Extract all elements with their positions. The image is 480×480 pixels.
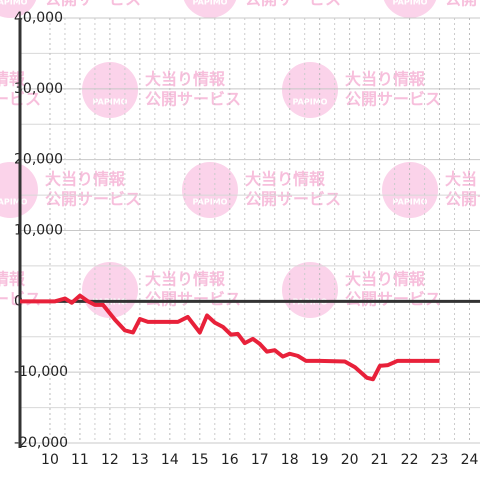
x-tick-label: 16 — [221, 452, 239, 468]
watermark-text: 公開サービス — [145, 90, 241, 109]
watermark-text: 大当り情報 — [0, 270, 26, 289]
x-tick-label: 14 — [161, 452, 179, 468]
watermark-text: 大当り情報 — [145, 70, 226, 89]
watermark-text: 公開サービス — [145, 290, 241, 309]
x-tick-label: 21 — [371, 452, 389, 468]
series-line — [20, 293, 440, 382]
watermark-brand: PAPIMO — [293, 98, 328, 107]
watermark-brand: PAPIMO — [93, 98, 128, 107]
x-tick-label: 19 — [311, 452, 329, 468]
x-tick-label: 11 — [71, 452, 89, 468]
plot-layer — [20, 293, 440, 382]
watermark-circle — [82, 62, 138, 118]
watermark-brand: PAPIMO — [393, 0, 428, 7]
y-tick-label: 10,000 — [14, 223, 63, 239]
watermark-text: 大当り情報 — [345, 70, 426, 89]
x-tick-label: 15 — [191, 452, 209, 468]
watermark-brand: PAPIMO — [0, 198, 28, 207]
y-tick-label: -20,000 — [14, 435, 68, 451]
watermark-text: 公開サービス — [445, 0, 480, 9]
watermark-text: 大当り情報 — [445, 170, 480, 189]
y-tick-label: 30,000 — [14, 81, 63, 97]
watermark-text: 公開サービス — [345, 290, 441, 309]
watermark-text: 大当り情報 — [245, 170, 326, 189]
watermark-brand: PAPIMO — [393, 198, 428, 207]
x-tick-label: 17 — [251, 452, 269, 468]
watermark-text: 公開サービス — [45, 0, 141, 9]
x-tick-label: 12 — [101, 452, 119, 468]
watermark-layer: PAPIMO大当り情報公開サービスPAPIMO大当り情報公開サービスPAPIMO… — [0, 0, 480, 318]
watermark-circle — [183, 0, 237, 18]
watermark-text: 大当り情報 — [345, 270, 426, 289]
x-tick-label: 20 — [341, 452, 359, 468]
x-tick-label: 22 — [401, 452, 419, 468]
x-tick-label: 10 — [41, 452, 59, 468]
y-tick-label: -10,000 — [14, 364, 68, 380]
watermark-circle — [282, 262, 338, 318]
watermark-text: 大当り情報 — [145, 270, 226, 289]
y-tick-label: 20,000 — [14, 152, 63, 168]
watermark-text: 公開サービス — [245, 0, 341, 9]
watermark-brand: PAPIMO — [0, 0, 28, 7]
x-tick-label: 13 — [131, 452, 149, 468]
watermark-circle — [0, 0, 37, 18]
x-tick-label: 24 — [461, 452, 479, 468]
x-tick-label: 18 — [281, 452, 299, 468]
watermark-text: 大当り情報 — [45, 170, 126, 189]
watermark-text: 公開サービス — [45, 190, 141, 209]
x-tick-label: 23 — [431, 452, 449, 468]
grid-layer: -20,000 -10,000 0 10,000 20,000 30,000 40,000 1… — [14, 10, 480, 468]
watermark-brand: PAPIMO — [193, 0, 228, 7]
watermark-brand: PAPIMO — [193, 198, 228, 207]
watermark-circle — [282, 62, 338, 118]
y-tick-label: 0 — [14, 293, 23, 309]
watermark-text: 公開サービス — [345, 90, 441, 109]
watermark-text: 公開サービス — [245, 190, 341, 209]
watermark-circle — [382, 162, 438, 218]
y-tick-label: 40,000 — [14, 10, 63, 26]
watermark-text: 公開サービス — [445, 190, 480, 209]
watermark-circle — [383, 0, 437, 18]
watermark-circle — [182, 162, 238, 218]
